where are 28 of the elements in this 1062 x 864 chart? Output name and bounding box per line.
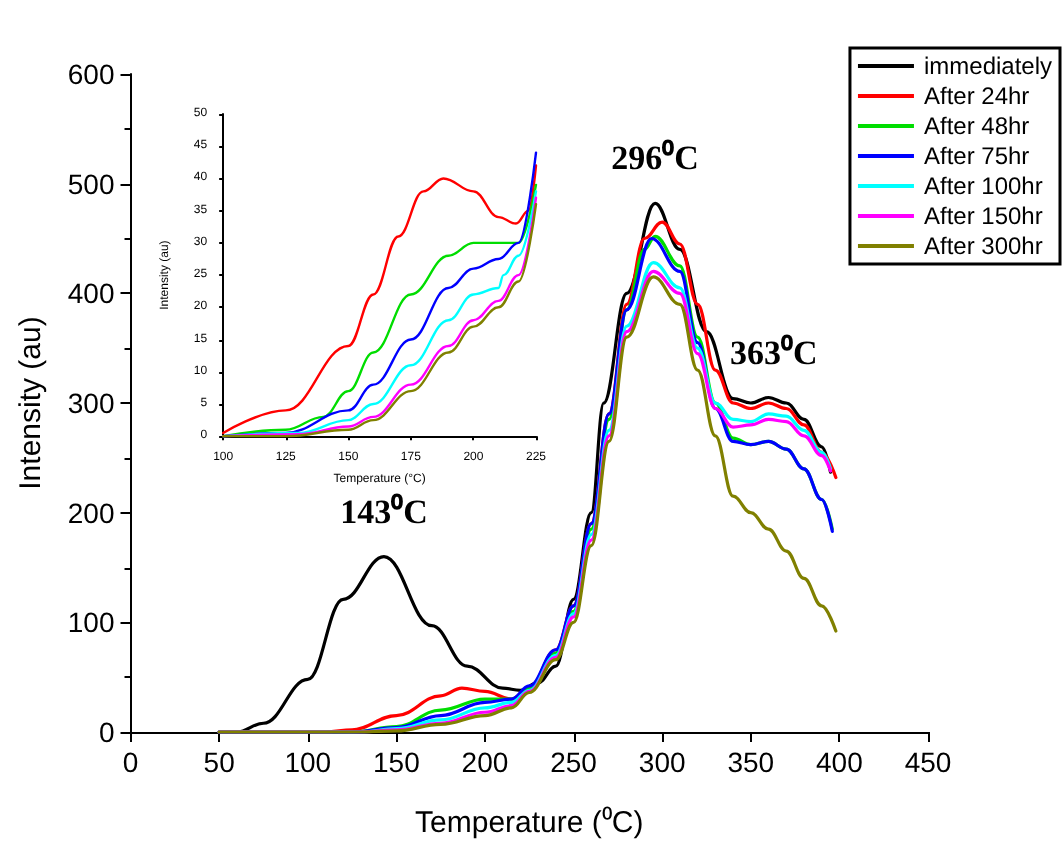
legend-label: After 100hr (923, 172, 1043, 200)
annotation: 143⁰C (340, 492, 428, 531)
annotation: 363⁰C (730, 333, 818, 372)
x-tick-label: 250 (550, 746, 598, 778)
annotation: 296⁰C (611, 139, 699, 178)
x-tick-label: 450 (904, 746, 952, 778)
legend-label: After 48hr (923, 112, 1030, 140)
y-tick-label: 200 (67, 496, 115, 529)
x-tick-label: 100 (284, 746, 332, 778)
x-tick-label: 400 (816, 746, 864, 778)
legend-label: immediately (923, 52, 1053, 80)
x-tick-label: 200 (461, 746, 509, 778)
y-tick-label: 300 (67, 387, 115, 419)
legend-label: After 300hr (923, 232, 1043, 260)
x-tick-label: 0 (122, 746, 139, 778)
legend-label: After 24hr (923, 82, 1030, 110)
y-tick-label: 0 (98, 716, 115, 748)
x-tick-label: 300 (638, 746, 686, 778)
y-tick-label: 100 (67, 606, 115, 639)
legend-label: After 150hr (923, 202, 1043, 230)
x-tick-label: 350 (727, 746, 775, 778)
y-tick-label: 400 (67, 277, 115, 310)
y-tick-label: 500 (67, 167, 115, 200)
y-axis-title: Intensity (au) (14, 316, 48, 490)
y-tick-label: 600 (67, 58, 115, 90)
x-axis-title: Temperature (⁰C) (415, 806, 644, 840)
x-tick-label: 150 (372, 746, 421, 778)
legend-label: After 75hr (923, 142, 1030, 170)
